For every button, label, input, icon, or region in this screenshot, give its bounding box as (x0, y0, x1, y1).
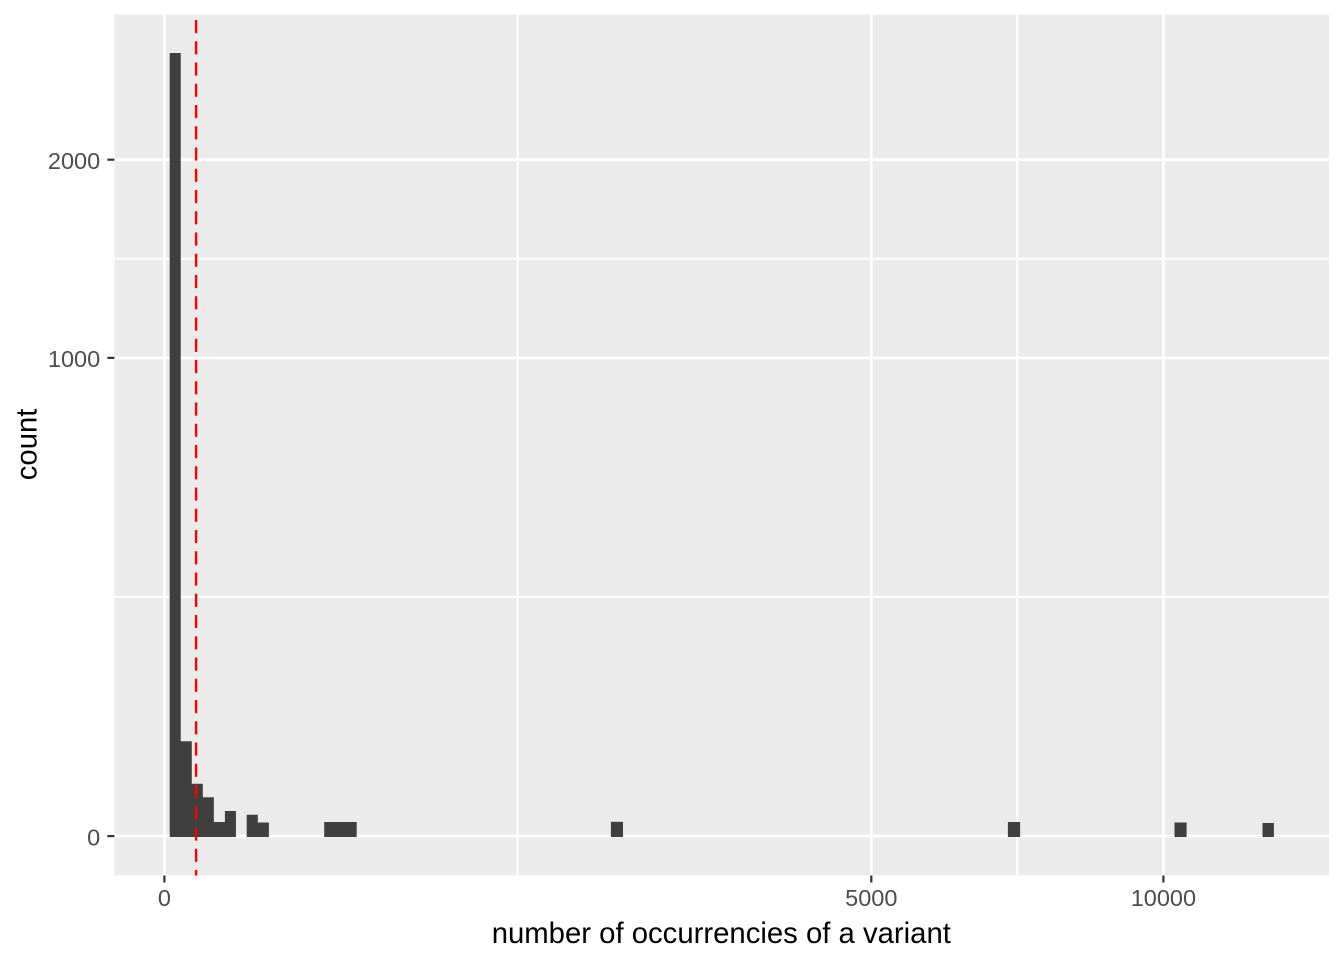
svg-text:number of occurrencies of a va: number of occurrencies of a variant (492, 917, 951, 950)
svg-text:count: count (10, 409, 43, 481)
svg-text:10000: 10000 (1131, 885, 1196, 911)
svg-text:0: 0 (87, 824, 100, 850)
svg-text:5000: 5000 (845, 885, 897, 911)
svg-text:1000: 1000 (48, 346, 100, 372)
svg-text:2000: 2000 (48, 148, 100, 174)
svg-text:0: 0 (158, 885, 171, 911)
